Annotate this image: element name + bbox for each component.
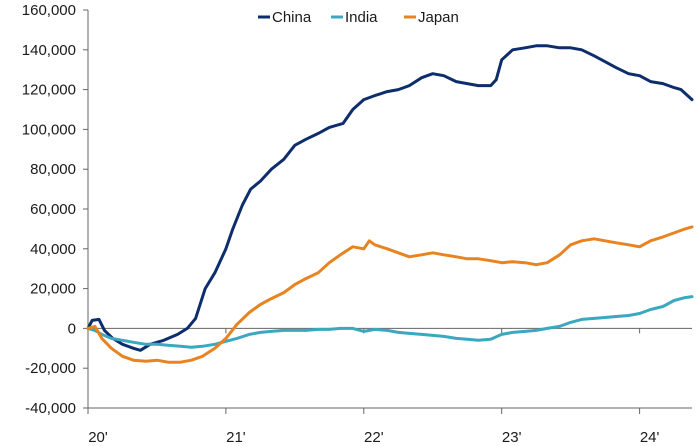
y-tick-label: 160,000 (22, 2, 76, 19)
y-tick-label: 0 (68, 320, 76, 337)
series-group (86, 44, 694, 364)
x-tick-label: 20' (88, 429, 108, 446)
series-line-china (86, 44, 694, 352)
legend: China India Japan (258, 9, 459, 26)
x-tick-label: 24' (640, 429, 660, 446)
y-tick-label: 80,000 (30, 161, 76, 178)
series-line-japan (86, 225, 694, 364)
legend-label-india: India (345, 9, 378, 26)
y-tick-label: 20,000 (30, 281, 76, 298)
y-tick-label: 100,000 (22, 121, 76, 138)
y-tick-label: 140,000 (22, 42, 76, 59)
y-tick-group: -40,000 -20,000 0 20,000 40,000 60,000 80,000 1… (22, 2, 88, 417)
y-tick-label: 60,000 (30, 201, 76, 218)
x-tick-label: 22' (364, 429, 384, 446)
y-tick-label: 120,000 (22, 82, 76, 99)
legend-label-china: China (272, 9, 312, 26)
y-tick-label: -40,000 (25, 400, 76, 417)
y-tick-label: -20,000 (25, 360, 76, 377)
y-tick-label: 40,000 (30, 241, 76, 258)
series-line-india (86, 295, 694, 349)
x-tick-group: 20' 21' 22' 23' 24' (87, 328, 660, 446)
x-tick-label: 23' (502, 429, 522, 446)
legend-label-japan: Japan (418, 9, 459, 26)
x-tick-label: 21' (226, 429, 246, 446)
